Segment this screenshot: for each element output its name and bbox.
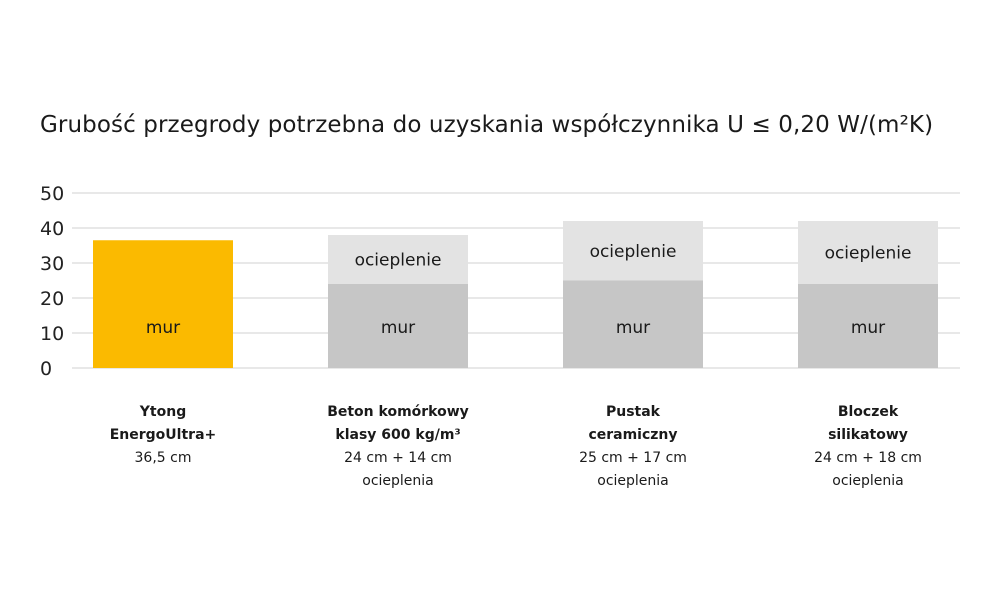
category-label: Pustak ceramiczny 25 cm + 17 cm ociepleni…: [533, 401, 733, 493]
y-tick-label: 20: [40, 288, 64, 310]
bar-ocieplenie: [798, 221, 938, 284]
category-description: 24 cm + 14 cm ocieplenia: [344, 450, 452, 489]
category-description: 24 cm + 18 cm ocieplenia: [814, 450, 922, 489]
category-description: 25 cm + 17 cm ocieplenia: [579, 450, 687, 489]
category-label: Bloczek silikatowy 24 cm + 18 cm ocieplen…: [768, 401, 968, 493]
y-tick-label: 30: [40, 253, 64, 275]
category-label: Beton komórkowy klasy 600 kg/m³ 24 cm + 1…: [298, 401, 498, 493]
bar-label-mur: mur: [851, 318, 885, 338]
bar-mur: [563, 280, 703, 368]
bar-label-ocieplenie: ocieplenie: [355, 251, 442, 271]
category-name: Bloczek silikatowy: [828, 404, 908, 443]
category-name: Beton komórkowy klasy 600 kg/m³: [327, 404, 469, 443]
y-tick-label: 40: [40, 218, 64, 240]
bar-ocieplenie: [328, 235, 468, 284]
bar-label-ocieplenie: ocieplenie: [590, 242, 677, 262]
bar-label-mur: mur: [146, 318, 180, 338]
bar-label-ocieplenie: ocieplenie: [825, 244, 912, 264]
y-tick-label: 10: [40, 323, 64, 345]
category-description: 36,5 cm: [134, 450, 192, 466]
category-name: Ytong EnergoUltra+: [109, 404, 217, 443]
bar-mur: [93, 240, 233, 368]
y-tick-label: 50: [40, 183, 64, 205]
chart-title: Grubość przegrody potrzebna do uzyskania…: [40, 112, 934, 138]
bar-mur: [328, 284, 468, 368]
bar-label-mur: mur: [381, 318, 415, 338]
category-label: Ytong EnergoUltra+ 36,5 cm: [63, 401, 263, 470]
bar-mur: [798, 284, 938, 368]
bar-ocieplenie: [563, 221, 703, 281]
bars: mur mur ocieplenie mur ocieplenie mur ocieplen…: [93, 221, 938, 368]
y-axis-ticks: 0 10 20 30 40 50: [40, 183, 64, 380]
bar-label-mur: mur: [616, 318, 650, 338]
category-name: Pustak ceramiczny: [588, 404, 678, 443]
y-tick-label: 0: [40, 358, 52, 380]
